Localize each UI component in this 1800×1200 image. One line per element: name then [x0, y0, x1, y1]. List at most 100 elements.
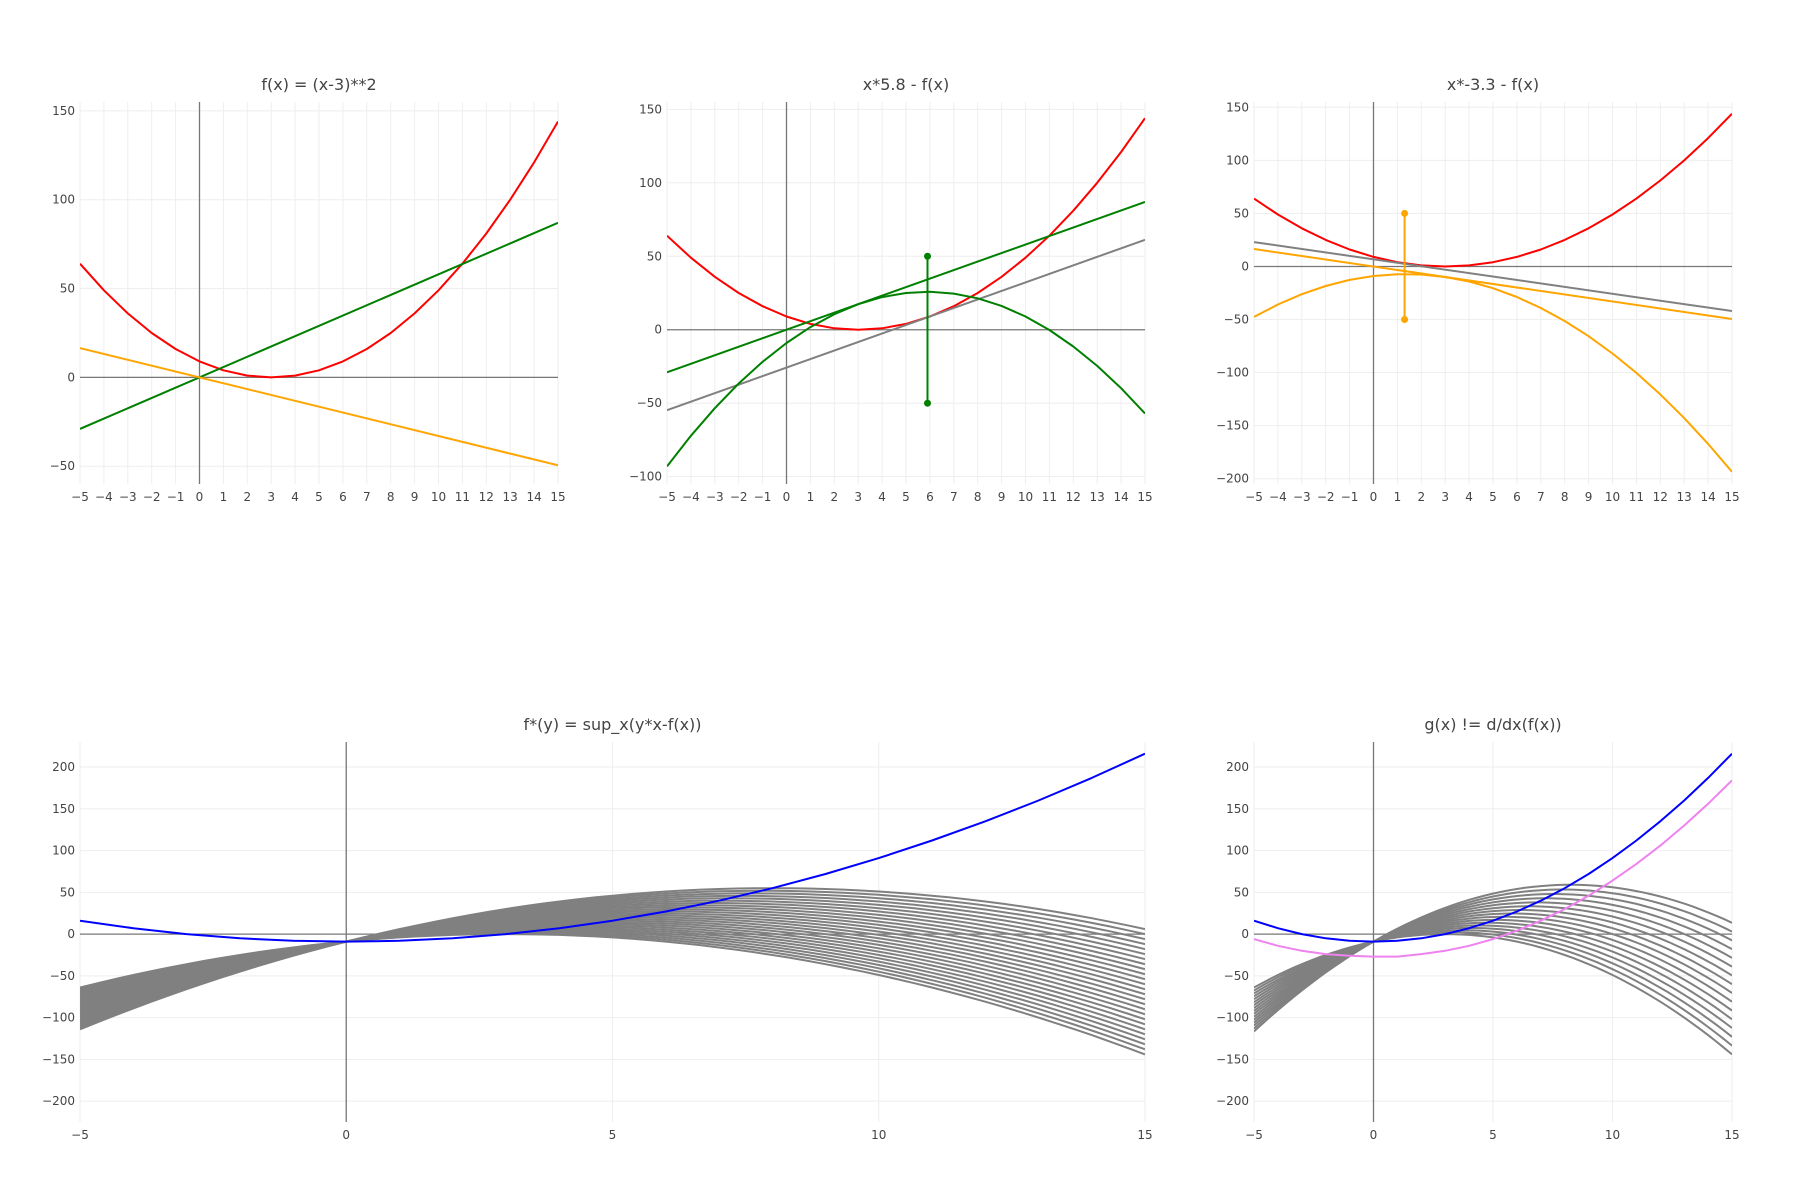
x-tick-label: 1	[1394, 490, 1402, 504]
y-tick-label: −150	[42, 1052, 75, 1066]
x-tick-label: 12	[479, 490, 494, 504]
x-tick-label: 4	[291, 490, 299, 504]
x-tick-label: 1	[807, 490, 815, 504]
x-tick-label: 5	[315, 490, 323, 504]
plot-area	[667, 117, 1145, 468]
subplot-title: x*5.8 - f(x)	[863, 75, 949, 94]
family-curve	[1254, 883, 1732, 1033]
y-tick-label: 0	[1241, 927, 1249, 941]
x-tick-label: 5	[609, 1128, 617, 1142]
x-tick-label: 2	[1417, 490, 1425, 504]
y-tick-label: −100	[42, 1011, 75, 1025]
x-tick-label: 2	[243, 490, 251, 504]
x-tick-label: −5	[658, 490, 676, 504]
series-line	[80, 347, 558, 467]
x-tick-label: 10	[871, 1128, 886, 1142]
y-tick-label: 50	[1234, 885, 1249, 899]
x-tick-label: −5	[1245, 1128, 1263, 1142]
x-tick-label: 6	[339, 490, 347, 504]
x-tick-label: 5	[1489, 1128, 1497, 1142]
y-tick-label: 150	[52, 802, 75, 816]
plot-area	[80, 752, 1145, 1056]
y-tick-label: 150	[52, 104, 75, 118]
x-tick-label: 0	[783, 490, 791, 504]
x-tick-label: 3	[854, 490, 862, 504]
x-tick-label: −3	[706, 490, 724, 504]
x-tick-label: 0	[342, 1128, 350, 1142]
series-line	[1254, 241, 1732, 312]
x-tick-label: −1	[167, 490, 185, 504]
x-tick-label: 15	[1724, 1128, 1739, 1142]
x-tick-label: 11	[1042, 490, 1057, 504]
x-tick-label: 0	[1370, 1128, 1378, 1142]
x-tick-label: −4	[682, 490, 700, 504]
y-tick-label: 100	[639, 176, 662, 190]
y-tick-label: −200	[42, 1094, 75, 1108]
x-tick-label: 5	[1489, 490, 1497, 504]
gridlines	[1253, 102, 1733, 484]
y-tick-label: −50	[1224, 313, 1249, 327]
y-tick-label: 150	[639, 102, 662, 116]
x-tick-label: 8	[1561, 490, 1569, 504]
subplot-5: g(x) != d/dx(f(x))−5 0 5 10 15−200−150−100−5…	[1216, 715, 1740, 1142]
y-tick-label: −50	[50, 969, 75, 983]
x-tick-label: 8	[387, 490, 395, 504]
series-line	[80, 752, 1145, 943]
x-tick-label: 10	[431, 490, 446, 504]
series-line	[667, 238, 1145, 412]
x-tick-label: −3	[119, 490, 137, 504]
x-tick-label: −1	[754, 490, 772, 504]
x-tick-label: 15	[1724, 490, 1739, 504]
x-tick-label: 14	[1700, 490, 1715, 504]
x-tick-label: −2	[143, 490, 161, 504]
x-tick-label: 3	[267, 490, 275, 504]
y-tick-label: −100	[1216, 1011, 1249, 1025]
y-tick-label: 0	[1241, 259, 1249, 273]
x-tick-label: −3	[1293, 490, 1311, 504]
x-tick-label: 15	[1137, 1128, 1152, 1142]
x-tick-label: 11	[455, 490, 470, 504]
x-tick-label: 15	[550, 490, 565, 504]
x-tick-label: 9	[998, 490, 1006, 504]
y-tick-label: 150	[1226, 100, 1249, 114]
series-line	[667, 117, 1145, 331]
plot-area	[80, 120, 558, 467]
x-tick-label: 10	[1018, 490, 1033, 504]
x-tick-label: 9	[411, 490, 419, 504]
y-tick-label: −100	[1216, 366, 1249, 380]
family-curve	[80, 887, 1145, 1031]
x-tick-label: 7	[363, 490, 371, 504]
x-tick-label: 14	[526, 490, 541, 504]
x-tick-label: 13	[503, 490, 518, 504]
subplot-title: x*-3.3 - f(x)	[1447, 75, 1539, 94]
x-tick-label: −5	[1245, 490, 1263, 504]
x-tick-label: −5	[71, 1128, 89, 1142]
subplot-3: x*-3.3 - f(x)−5 −4 −3 −2 −1 0 1 2 3 4 5 6 7 8 9 10 11 12 1…	[1216, 75, 1740, 504]
y-tick-label: −50	[637, 396, 662, 410]
series-marker	[1401, 316, 1409, 324]
y-tick-label: 100	[1226, 844, 1249, 858]
x-tick-label: 15	[1137, 490, 1152, 504]
x-tick-label: 13	[1090, 490, 1105, 504]
x-tick-label: 0	[196, 490, 204, 504]
series-marker	[924, 252, 932, 260]
series-line	[80, 120, 558, 379]
x-tick-label: 6	[926, 490, 934, 504]
x-tick-label: 11	[1629, 490, 1644, 504]
y-tick-label: 200	[1226, 760, 1249, 774]
subplot-title: f*(y) = sup_x(y*x-f(x))	[523, 715, 701, 735]
x-tick-label: 9	[1585, 490, 1593, 504]
y-tick-label: 0	[67, 370, 75, 384]
series-line	[667, 200, 1145, 374]
x-tick-label: 4	[878, 490, 886, 504]
gridlines	[79, 102, 559, 484]
x-tick-label: 10	[1605, 1128, 1620, 1142]
series-line	[1254, 113, 1732, 268]
y-tick-label: −200	[1216, 1094, 1249, 1108]
x-tick-label: 8	[974, 490, 982, 504]
y-tick-label: 50	[60, 282, 75, 296]
gridlines	[666, 102, 1146, 484]
subplot-title: g(x) != d/dx(f(x))	[1424, 715, 1561, 734]
y-tick-label: −50	[1224, 969, 1249, 983]
